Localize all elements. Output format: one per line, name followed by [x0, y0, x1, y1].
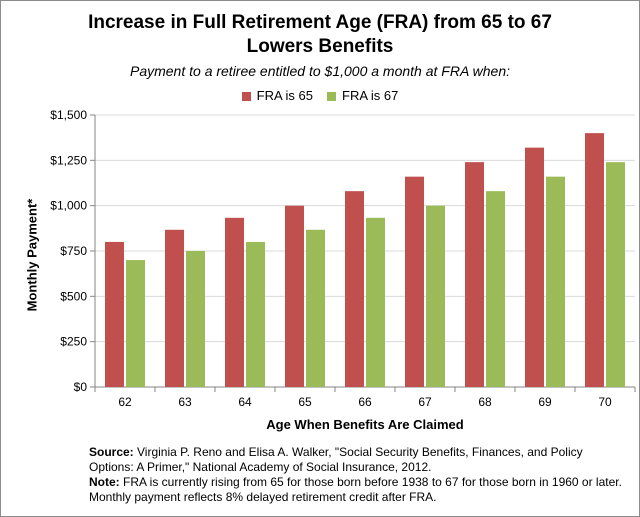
x-tick-label: 63: [178, 395, 192, 409]
x-axis-title: Age When Benefits Are Claimed: [266, 417, 464, 432]
bar-fra65-65: [285, 205, 304, 387]
bar-fra67-70: [606, 162, 625, 387]
bar-fra65-63: [165, 229, 184, 387]
chart-notes: Source: Virginia P. Reno and Elisa A. Wa…: [89, 445, 629, 505]
bar-fra67-62: [126, 260, 145, 387]
y-tick-label: $1,500: [50, 108, 87, 122]
x-tick-label: 68: [478, 395, 492, 409]
chart-title-line2: Lowers Benefits: [246, 36, 394, 57]
bar-fra65-64: [225, 217, 244, 387]
bar-fra67-69: [546, 176, 565, 387]
x-tick-label: 67: [418, 395, 432, 409]
bar-fra65-66: [345, 191, 364, 387]
x-tick-label: 64: [238, 395, 252, 409]
bar-fra65-62: [105, 241, 124, 387]
source-label: Source:: [89, 445, 134, 459]
y-tick-label: $0: [74, 380, 88, 394]
x-tick-label: 69: [538, 395, 552, 409]
bar-fra67-66: [366, 217, 385, 387]
x-tick-label: 66: [358, 395, 372, 409]
y-tick-label: $1,250: [50, 153, 87, 167]
chart-subtitle: Payment to a retiree entitled to $1,000 …: [129, 63, 511, 79]
legend-swatch-fra65: [241, 91, 251, 101]
chart-title-line1: Increase in Full Retirement Age (FRA) fr…: [88, 12, 552, 33]
bar-fra67-67: [426, 205, 445, 387]
bar-fra67-68: [486, 191, 505, 387]
source-note: Source: Virginia P. Reno and Elisa A. Wa…: [89, 445, 629, 475]
x-tick-label: 70: [598, 395, 612, 409]
chart-legend: FRA is 65 FRA is 67: [0, 88, 640, 104]
y-tick-label: $500: [60, 289, 87, 303]
legend-label-fra65: FRA is 65: [256, 88, 313, 103]
bar-fra67-63: [186, 251, 205, 387]
legend-item-fra65: FRA is 65: [241, 88, 313, 104]
y-tick-label: $1,000: [50, 199, 87, 213]
bar-fra67-65: [306, 229, 325, 387]
bar-fra65-68: [465, 162, 484, 387]
bar-fra65-67: [405, 176, 424, 387]
note-label: Note:: [89, 475, 120, 489]
note-text: FRA is currently rising from 65 for thos…: [89, 475, 622, 504]
y-tick-label: $250: [60, 335, 87, 349]
footnote: Note: FRA is currently rising from 65 fo…: [89, 475, 629, 505]
x-tick-label: 62: [118, 395, 132, 409]
y-tick-label: $750: [60, 244, 87, 258]
bar-fra65-70: [585, 133, 604, 387]
legend-item-fra67: FRA is 67: [327, 88, 398, 104]
x-tick-label: 65: [298, 395, 312, 409]
bar-fra67-64: [246, 241, 265, 387]
source-text: Virginia P. Reno and Elisa A. Walker, "S…: [89, 445, 583, 474]
legend-label-fra67: FRA is 67: [342, 88, 399, 103]
legend-swatch-fra67: [327, 91, 336, 101]
bar-fra65-69: [525, 147, 544, 387]
